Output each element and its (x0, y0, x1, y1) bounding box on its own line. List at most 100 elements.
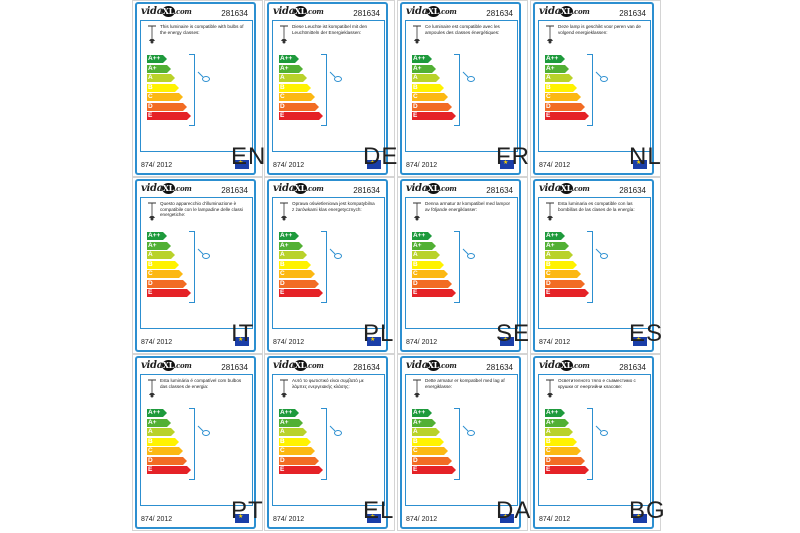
brand-logo: vidaXL.com (141, 360, 192, 371)
logo-mark: XL (559, 183, 573, 194)
logo-domain: .com (438, 361, 457, 370)
logo-mark: XL (426, 183, 440, 194)
energy-class-bar: B (279, 260, 311, 269)
energy-class-bar: A+ (147, 241, 171, 250)
compatibility-text: Esta luminaria es compatible con las bom… (558, 201, 635, 212)
bulb-icon (595, 71, 608, 82)
energy-class-bar: A++ (279, 232, 299, 240)
language-code: DA (496, 497, 532, 524)
logo-domain: .com (438, 7, 457, 16)
regulation-number: 874/ 2012 (406, 516, 438, 523)
energy-label-en: vidaXL.com 281634 This luminaire is compat… (135, 2, 256, 175)
language-code: PL (363, 320, 395, 347)
energy-class-bar: E (545, 112, 589, 120)
energy-class-bar: C (147, 270, 183, 278)
energy-class-bar: B (279, 437, 311, 446)
energy-label-pl: vidaXL.com 281634 Oprawa oświetleniowa jes… (267, 179, 388, 352)
bulb-icon (197, 71, 210, 82)
energy-class-bar: B (412, 260, 444, 269)
logo-text: vida (141, 6, 163, 17)
compatibility-text: Dette armatur er kompatibel med lag af e… (425, 378, 505, 389)
energy-label-se: vidaXL.com 281634 Denna armatur är kompati… (400, 179, 521, 352)
logo-text: vida (406, 183, 428, 194)
pendant-lamp-icon (280, 202, 288, 221)
energy-class-bar: A++ (545, 232, 565, 240)
compatibility-text: Deze lamp is geschikt voor peren van de … (558, 24, 641, 35)
energy-class-bar: A (545, 251, 573, 259)
product-number: 281634 (619, 186, 646, 195)
brand-logo: vidaXL.com (273, 183, 324, 194)
product-number: 281634 (619, 363, 646, 372)
product-number: 281634 (353, 363, 380, 372)
product-number: 281634 (353, 9, 380, 18)
energy-class-bar: D (545, 102, 585, 111)
language-code: IT (231, 320, 255, 347)
class-range-bracket (454, 54, 460, 126)
class-range-bracket (587, 408, 593, 480)
label-body: This luminaire is compatible with bulbs … (140, 20, 253, 152)
product-number: 281634 (353, 186, 380, 195)
energy-class-bar: D (545, 279, 585, 288)
energy-class-bar: A (412, 74, 440, 82)
logo-domain: .com (438, 184, 457, 193)
brand-logo: vidaXL.com (406, 6, 457, 17)
eu-flag-icon (500, 336, 514, 346)
energy-class-bar: B (545, 260, 577, 269)
bulb-icon (329, 425, 342, 436)
energy-class-bar: C (279, 270, 315, 278)
language-code: PT (231, 497, 264, 524)
energy-class-bar: E (412, 112, 456, 120)
logo-mark: XL (426, 6, 440, 17)
brand-logo: vidaXL.com (539, 6, 590, 17)
bulb-icon (197, 425, 210, 436)
energy-class-bar: A (147, 74, 175, 82)
energy-class-bar: C (545, 270, 581, 278)
logo-text: vida (406, 6, 428, 17)
energy-label-it: vidaXL.com 281634 Questo apparecchio d'ill… (135, 179, 256, 352)
bulb-icon (462, 425, 475, 436)
energy-class-bar: E (545, 466, 589, 474)
language-code: EN (231, 143, 267, 170)
logo-domain: .com (305, 7, 324, 16)
energy-class-bar: A+ (147, 64, 171, 73)
pendant-lamp-icon (413, 202, 421, 221)
compatibility-text: Esta luminária é compatível com bulbos d… (160, 378, 242, 389)
bulb-icon (595, 248, 608, 259)
logo-text: vida (539, 6, 561, 17)
energy-class-bar: A (545, 428, 573, 436)
product-number: 281634 (221, 186, 248, 195)
energy-class-bar: A++ (412, 409, 432, 417)
eu-flag-icon (367, 336, 381, 346)
brand-logo: vidaXL.com (539, 360, 590, 371)
regulation-number: 874/ 2012 (539, 516, 571, 523)
label-body: Esta luminaria es compatible con las bom… (538, 197, 651, 329)
logo-domain: .com (173, 361, 192, 370)
energy-class-bar: A+ (279, 64, 303, 73)
energy-class-bar: B (412, 437, 444, 446)
logo-text: vida (406, 360, 428, 371)
eu-flag-icon (500, 513, 514, 523)
eu-flag-icon (235, 336, 249, 346)
regulation-number: 874/ 2012 (273, 516, 305, 523)
logo-text: vida (539, 183, 561, 194)
brand-logo: vidaXL.com (273, 6, 324, 17)
compatibility-text: This luminaire is compatible with bulbs … (160, 24, 244, 35)
class-range-bracket (321, 408, 327, 480)
energy-class-bar: A+ (545, 64, 569, 73)
logo-mark: XL (161, 360, 175, 371)
energy-class-bar: A++ (545, 409, 565, 417)
language-code: BG (629, 497, 666, 524)
eu-flag-icon (235, 513, 249, 523)
pendant-lamp-icon (546, 379, 554, 398)
energy-label-es: vidaXL.com 281634 Esta luminaria es compat… (533, 179, 654, 352)
bulb-icon (329, 248, 342, 259)
pendant-lamp-icon (148, 202, 156, 221)
product-number: 281634 (221, 363, 248, 372)
energy-class-bar: B (545, 437, 577, 446)
energy-class-bar: C (279, 447, 315, 455)
bulb-icon (197, 248, 210, 259)
eu-flag-icon (235, 159, 249, 169)
energy-class-bar: A++ (412, 232, 432, 240)
pendant-lamp-icon (148, 25, 156, 44)
eu-flag-icon (633, 513, 647, 523)
